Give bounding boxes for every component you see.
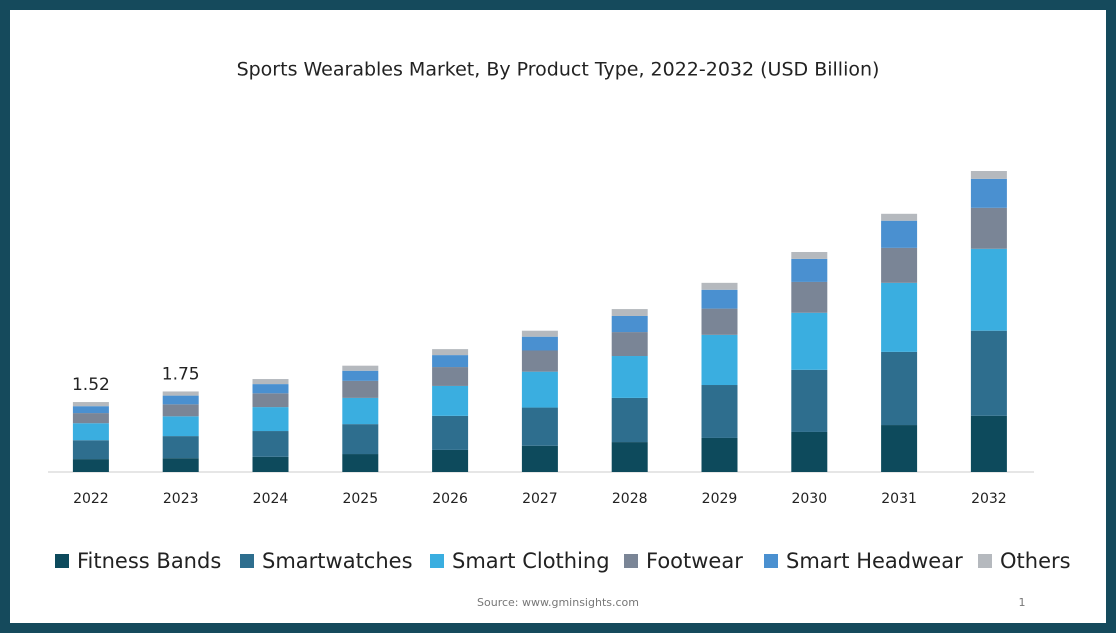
- bar-segment: [791, 312, 828, 370]
- bar-segment: [611, 397, 648, 443]
- bar-segment: [252, 393, 289, 408]
- x-tick-label: 2030: [791, 491, 827, 507]
- bar-segment: [162, 395, 199, 405]
- bar-segment: [881, 282, 918, 352]
- source: Source: www.gminsights.com: [477, 596, 639, 609]
- bar-segment: [162, 458, 199, 472]
- x-tick-label: 2026: [432, 491, 468, 507]
- x-tick-label: 2024: [253, 491, 289, 507]
- bar-segment: [342, 380, 379, 398]
- legend-label: Smartwatches: [262, 549, 413, 573]
- bar-segment: [970, 415, 1007, 472]
- legend-label: Footwear: [646, 549, 743, 573]
- bar-segment: [252, 379, 289, 385]
- bar-segment: [432, 349, 469, 356]
- bar-segment: [611, 442, 648, 472]
- bar-segment: [881, 213, 918, 221]
- bar-segment: [72, 440, 109, 460]
- bar-segment: [521, 330, 558, 337]
- x-tick-label: 2025: [342, 491, 378, 507]
- x-tick-label: 2031: [881, 491, 917, 507]
- bar-segment: [252, 407, 289, 432]
- x-tick-label: 2027: [522, 491, 558, 507]
- bar-segment: [791, 369, 828, 432]
- bar-segment: [791, 431, 828, 472]
- bar-segment: [701, 289, 738, 309]
- bar-segment: [881, 351, 918, 426]
- bar-segment: [791, 258, 828, 282]
- legend-label: Smart Headwear: [786, 549, 963, 573]
- bar-segment: [701, 385, 738, 438]
- legend-swatch: [764, 554, 778, 568]
- legend-label: Others: [1000, 549, 1071, 573]
- bar-segment: [432, 355, 469, 368]
- bar-segment: [162, 416, 199, 437]
- x-tick-label: 2028: [612, 491, 648, 507]
- bar-segment: [432, 415, 469, 450]
- x-tick-label: 2022: [73, 491, 109, 507]
- bar-segment: [791, 252, 828, 259]
- legend-swatch: [624, 554, 638, 568]
- legend-swatch: [430, 554, 444, 568]
- bar-segment: [342, 397, 379, 425]
- bar-segment: [970, 248, 1007, 331]
- bar-segment: [342, 365, 379, 371]
- bar-segment: [701, 334, 738, 386]
- bar-segment: [72, 406, 109, 414]
- page-number: 1: [1019, 596, 1026, 609]
- bar-segment: [432, 385, 469, 416]
- bar-segment: [701, 282, 738, 290]
- bar-segment: [881, 247, 918, 283]
- bar-segment: [342, 370, 379, 381]
- bar-segment: [611, 309, 648, 316]
- bar-segment: [611, 332, 648, 357]
- bar-segment: [881, 425, 918, 472]
- bar-segment: [521, 336, 558, 351]
- bar-segment: [521, 445, 558, 472]
- bar-segment: [432, 367, 469, 386]
- bar-segment: [791, 281, 828, 313]
- bar-segment: [970, 207, 1007, 249]
- legend-label: Fitness Bands: [77, 549, 221, 573]
- bar-segment: [611, 315, 648, 333]
- bar-segment: [701, 437, 738, 472]
- legend-swatch: [55, 554, 69, 568]
- bar-segment: [881, 220, 918, 248]
- bar-segment: [521, 350, 558, 372]
- bar-segment: [611, 356, 648, 398]
- bar-segment: [72, 423, 109, 441]
- chart-title: Sports Wearables Market, By Product Type…: [237, 59, 880, 81]
- bar-segment: [252, 384, 289, 394]
- bar-segment: [970, 330, 1007, 416]
- legend-swatch: [978, 554, 992, 568]
- bar-segment: [701, 308, 738, 335]
- bar-segment: [252, 456, 289, 472]
- x-tick-label: 2029: [702, 491, 738, 507]
- bar-segment: [162, 391, 199, 396]
- bar-segment: [72, 402, 109, 407]
- x-tick-label: 2032: [971, 491, 1007, 507]
- bar-segment: [970, 178, 1007, 208]
- bar-segment: [162, 404, 199, 417]
- legend-swatch: [240, 554, 254, 568]
- x-tick-label: 2023: [163, 491, 199, 507]
- legend-label: Smart Clothing: [452, 549, 610, 573]
- bar-segment: [252, 431, 289, 457]
- total-label: 1.52: [72, 375, 110, 395]
- bar-segment: [970, 171, 1007, 179]
- bar-segment: [72, 459, 109, 472]
- total-label: 1.75: [162, 364, 200, 384]
- bar-segment: [432, 449, 469, 472]
- bar-segment: [342, 424, 379, 455]
- bar-segment: [72, 413, 109, 424]
- bar-segment: [521, 371, 558, 408]
- bar-segment: [521, 407, 558, 446]
- bar-segment: [162, 436, 199, 459]
- bar-segment: [342, 454, 379, 472]
